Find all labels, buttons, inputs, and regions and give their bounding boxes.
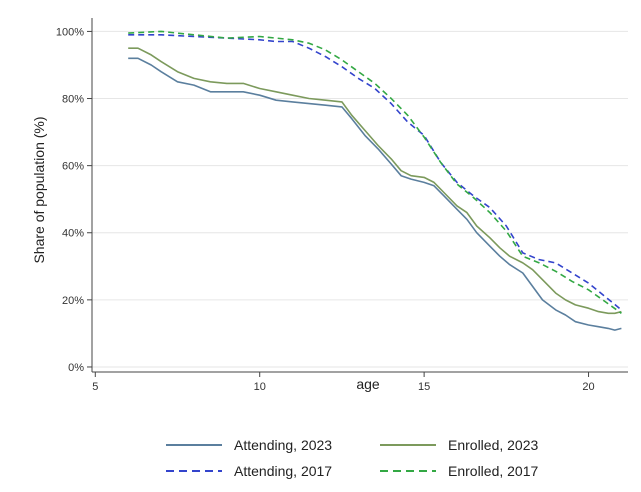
tick-labels: 0% 20% 40% 60% 80% 100% 5 10 15 20 xyxy=(56,26,595,393)
series-line-0 xyxy=(128,57,622,331)
x-axis-title: age xyxy=(356,376,380,392)
y-tick-label-0: 0% xyxy=(68,362,84,374)
legend: Attending, 2023 Enrolled, 2023 Attending, … xyxy=(166,437,539,479)
legend-label-0: Attending, 2023 xyxy=(234,437,332,453)
y-tick-label-5: 100% xyxy=(56,26,84,38)
legend-label-3: Enrolled, 2017 xyxy=(448,463,539,479)
y-tick-label-3: 60% xyxy=(62,161,84,173)
x-tick-label-0: 5 xyxy=(92,381,98,393)
legend-label-2: Attending, 2017 xyxy=(234,463,332,479)
x-tick-label-1: 10 xyxy=(254,381,266,393)
series-line-1 xyxy=(128,47,622,315)
axes xyxy=(87,18,628,377)
legend-label-1: Enrolled, 2023 xyxy=(448,437,539,453)
series-lines xyxy=(128,30,622,331)
series-line-3 xyxy=(128,30,622,314)
x-tick-label-2: 15 xyxy=(418,381,430,393)
y-tick-label-2: 40% xyxy=(62,228,84,240)
gridlines xyxy=(92,30,628,368)
series-line-2 xyxy=(128,33,622,311)
y-tick-label-1: 20% xyxy=(62,295,84,307)
y-axis-title: Share of population (%) xyxy=(31,116,47,263)
y-tick-label-4: 80% xyxy=(62,94,84,106)
x-tick-label-3: 20 xyxy=(582,381,594,393)
